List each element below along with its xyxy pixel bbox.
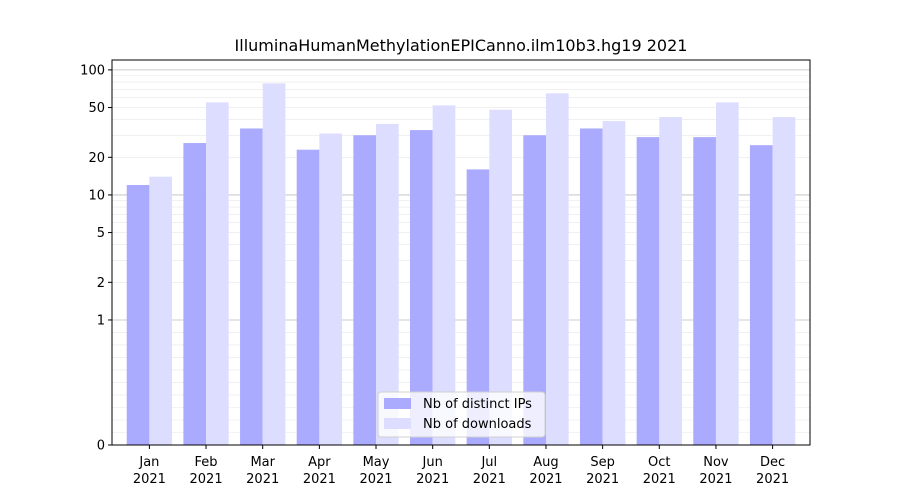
bar-downloads xyxy=(319,133,343,445)
y-tick-label: 20 xyxy=(88,151,105,166)
bar-downloads xyxy=(715,102,739,445)
x-tick-label-year: 2021 xyxy=(359,472,392,487)
bar-distinct-ips xyxy=(693,137,716,445)
bar-downloads xyxy=(149,176,173,445)
x-tick-label-year: 2021 xyxy=(416,472,449,487)
x-tick-label-year: 2021 xyxy=(586,472,619,487)
bar-downloads xyxy=(602,121,626,446)
chart-title: IlluminaHumanMethylationEPICanno.ilm10b3… xyxy=(235,36,688,55)
bar-distinct-ips xyxy=(579,128,603,445)
y-axis: 0 1 2 5 10 20 50 100 xyxy=(80,63,112,454)
x-tick-label-year: 2021 xyxy=(133,472,166,487)
y-tick-label: 1 xyxy=(97,313,105,328)
bars-layer xyxy=(126,83,796,446)
bar-distinct-ips xyxy=(296,149,320,446)
legend-box xyxy=(377,391,546,438)
x-tick-label-year: 2021 xyxy=(190,472,223,487)
bar-downloads xyxy=(206,102,229,445)
x-tick-label: Nov xyxy=(703,455,729,470)
legend-label: Nb of distinct IPs xyxy=(423,397,532,412)
y-tick-label: 0 xyxy=(97,439,105,454)
x-tick-label: Apr xyxy=(308,455,331,470)
x-tick-label-year: 2021 xyxy=(473,472,506,487)
bar-downloads xyxy=(489,109,512,445)
x-tick-label: Aug xyxy=(533,455,558,470)
x-tick-label: Dec xyxy=(760,455,785,470)
bar-downloads xyxy=(545,93,569,446)
bar-distinct-ips xyxy=(240,128,263,445)
bar-distinct-ips xyxy=(183,143,207,445)
x-tick-label-year: 2021 xyxy=(529,472,562,487)
bar-downloads xyxy=(772,117,796,445)
bar-downloads xyxy=(432,105,456,446)
x-tick-label-year: 2021 xyxy=(246,472,279,487)
legend: Nb of distinct IPs Nb of downloads xyxy=(377,391,546,438)
y-tick-label: 10 xyxy=(88,188,105,203)
x-tick-label: Oct xyxy=(648,455,670,470)
y-tick-label: 50 xyxy=(88,101,105,116)
x-tick-label: May xyxy=(363,455,390,470)
bar-downloads xyxy=(376,123,399,445)
x-tick-label: Jan xyxy=(138,455,159,470)
bar-downloads xyxy=(659,117,682,445)
x-tick-label-year: 2021 xyxy=(699,472,732,487)
x-tick-label: Jul xyxy=(480,455,497,470)
bar-distinct-ips xyxy=(466,169,490,445)
x-tick-label: Sep xyxy=(590,455,615,470)
legend-label: Nb of downloads xyxy=(423,417,532,432)
x-axis: Jan 2021 Feb 2021 Mar 2021 Apr 2021 May 2021 Jun 20… xyxy=(133,445,789,487)
x-tick-label-year: 2021 xyxy=(303,472,336,487)
bar-distinct-ips xyxy=(636,137,660,445)
x-tick-label: Mar xyxy=(250,455,275,470)
legend-swatch xyxy=(384,398,411,409)
plot-frame xyxy=(111,59,811,446)
bar-distinct-ips xyxy=(126,185,150,445)
x-tick-label: Jun xyxy=(422,455,443,470)
x-tick-label-year: 2021 xyxy=(756,472,789,487)
bar-distinct-ips xyxy=(749,145,773,445)
y-tick-label: 5 xyxy=(97,226,105,241)
bar-distinct-ips xyxy=(523,135,546,445)
legend-swatch xyxy=(384,418,411,429)
bar-distinct-ips xyxy=(353,135,377,445)
bar-distinct-ips xyxy=(410,130,433,445)
x-tick-label: Feb xyxy=(195,455,218,470)
x-tick-label-year: 2021 xyxy=(643,472,676,487)
bar-downloads xyxy=(262,83,286,445)
y-tick-label: 100 xyxy=(80,63,105,78)
y-tick-label: 2 xyxy=(97,276,105,291)
